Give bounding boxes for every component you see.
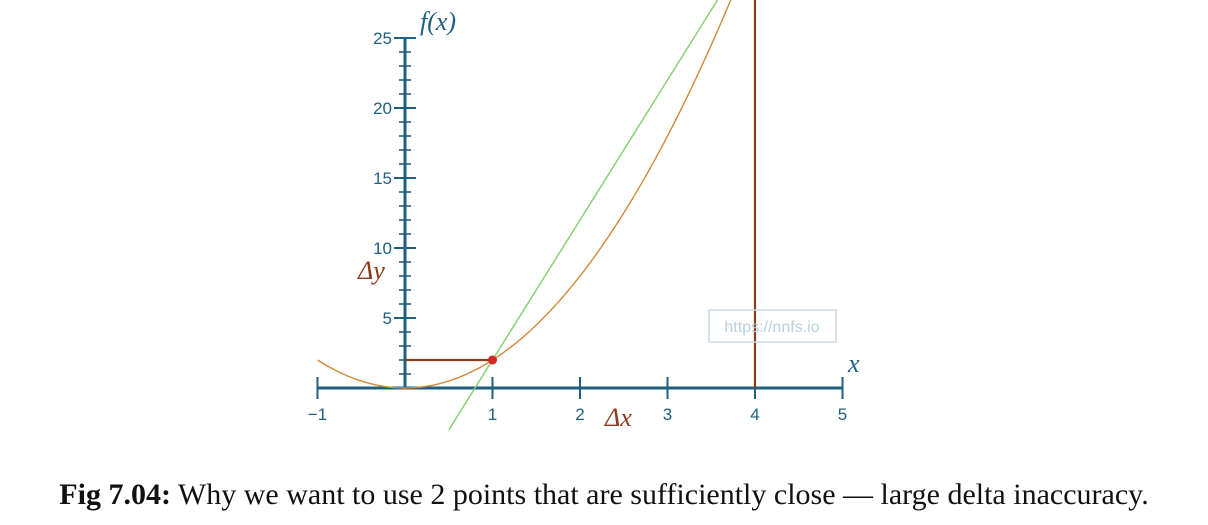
points [488,355,497,365]
delta-lines [405,0,757,388]
delta-x-label: Δx [604,403,632,432]
x-axis-label: x [847,349,860,378]
caption-text: Why we want to use 2 points that are suf… [170,478,1149,511]
y-tick-label: 10 [373,239,392,258]
watermark-text: https://nnfs.io [724,319,819,336]
caption-label: Fig 7.04: [59,478,171,511]
y-tick-label: 20 [373,99,392,118]
series [317,0,732,431]
data-point [488,355,497,365]
watermark: https://nnfs.io [708,309,837,343]
y-axis-label: f(x) [420,7,456,36]
secant-line [448,0,719,431]
y-tick-label: 5 [383,309,392,328]
curve-line [317,0,732,389]
watermark-box [708,309,837,343]
x-tick-label: 1 [488,405,497,424]
x-tick-label: 2 [575,405,584,424]
chart: −1 1 2 3 4 5 5 10 15 20 25 f(x) x Δx Δy https://n… [308,0,860,432]
x-tick-label: 5 [838,405,847,424]
x-tick-label: 4 [750,405,759,424]
x-tick-label: −1 [308,405,327,424]
y-tick-label: 15 [373,169,392,188]
y-axis: 5 10 15 20 25 [373,29,416,388]
figure-caption: Fig 7.04: Why we want to use 2 points th… [0,478,1208,512]
x-tick-label: 3 [663,405,672,424]
y-tick-label: 25 [373,29,392,48]
delta-y-label: Δy [357,256,385,285]
x-axis: −1 1 2 3 4 5 [308,377,847,424]
